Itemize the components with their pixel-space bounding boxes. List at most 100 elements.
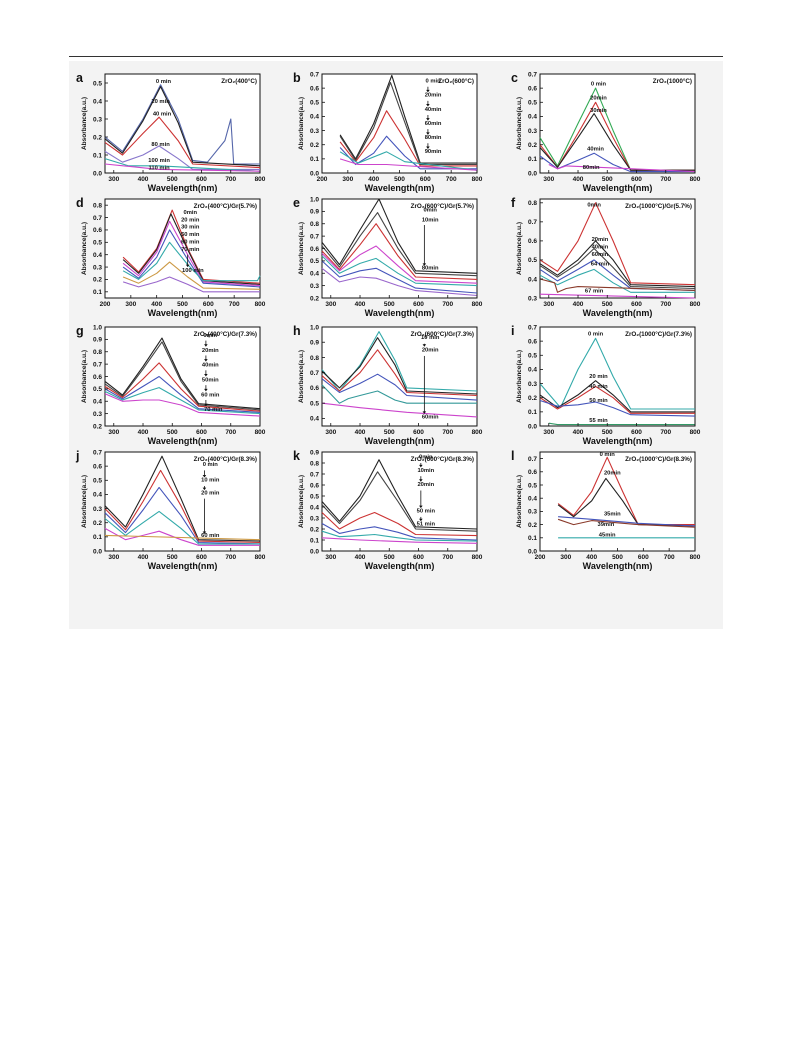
y-tick-label: 0.5 xyxy=(93,80,102,87)
arrow-head xyxy=(426,104,430,107)
y-axis-title: Absorbance(a.u.) xyxy=(516,97,523,150)
time-annotation: 40min xyxy=(202,363,219,369)
time-annotation: 30min xyxy=(590,108,607,114)
y-axis-title: Absorbance(a.u.) xyxy=(81,475,88,528)
series-line-7 xyxy=(539,293,696,299)
time-annotation: 100 min xyxy=(182,268,204,274)
chart-panel-c: 300 400 500 600 700 800 0.0 0.1 0.2 0.3 0.4 0.5 0.6 0… xyxy=(511,71,701,193)
y-tick-label: 0.2 xyxy=(528,522,537,529)
chart-title: ZrO₂(600°C)/Gr(8.3%) xyxy=(411,455,474,463)
y-axis-title: Absorbance(a.u.) xyxy=(81,350,88,403)
series-line-3 xyxy=(321,511,478,537)
y-tick-label: 0.4 xyxy=(310,416,319,423)
time-annotation: 100 min xyxy=(148,158,170,164)
time-annotation: 35min xyxy=(604,511,621,517)
series-line-6 xyxy=(104,163,261,172)
arrow-head xyxy=(422,411,427,414)
time-annotation: 60min xyxy=(425,121,442,127)
plot-area xyxy=(539,198,696,299)
y-tick-label: 0.7 xyxy=(528,324,537,331)
time-annotation: 60 min xyxy=(181,240,200,246)
x-tick-label: 700 xyxy=(225,176,236,183)
x-tick-label: 300 xyxy=(560,554,571,561)
series-line-4 xyxy=(104,510,260,545)
time-annotation: 40 min xyxy=(589,384,608,390)
y-tick-label: 0.6 xyxy=(93,374,102,381)
y-tick-label: 0.3 xyxy=(310,283,319,290)
x-axis-title: Wavelength(nm) xyxy=(365,308,435,318)
time-annotation: 0 min xyxy=(588,331,604,337)
x-tick-label: 600 xyxy=(196,176,207,183)
time-annotation: 80min xyxy=(583,165,600,171)
time-annotation: 0min xyxy=(419,455,433,461)
series-line-2 xyxy=(104,469,261,544)
time-annotation: 20 min xyxy=(181,217,200,223)
time-annotation: 20 min xyxy=(201,490,220,496)
time-annotation: 40min xyxy=(587,146,604,152)
series-line-6 xyxy=(321,402,478,418)
panel-letter: d xyxy=(76,196,84,210)
x-axis-title: Wavelength(nm) xyxy=(148,308,218,318)
plot-area xyxy=(321,451,478,552)
time-annotation: 90min xyxy=(425,149,442,155)
chart-title: ZrO₂(400°C)/Gr(7.3%) xyxy=(194,330,257,338)
time-annotation: 40 min xyxy=(153,111,172,117)
series-line-3 xyxy=(539,385,695,414)
chart-panel-d: 200 300 400 500 600 700 800 0.1 0.2 0.3 0.4 0.5 0.6 0… xyxy=(76,196,266,318)
y-tick-label: 0.6 xyxy=(528,85,537,92)
series-line-5 xyxy=(548,164,696,173)
series-line-4 xyxy=(321,245,478,284)
series-line-7 xyxy=(321,267,478,297)
y-tick-label: 0.7 xyxy=(93,361,102,368)
x-tick-label: 600 xyxy=(196,554,207,561)
series-line-1 xyxy=(321,198,478,274)
series-line-2 xyxy=(321,471,478,532)
series-line-3 xyxy=(104,486,261,545)
time-annotation: 50 min xyxy=(589,398,608,404)
series-line-1 xyxy=(321,459,478,530)
y-tick-label: 0.5 xyxy=(93,240,102,247)
x-tick-label: 400 xyxy=(151,301,162,308)
y-tick-label: 0.3 xyxy=(310,515,319,522)
time-annotation: 80 min xyxy=(151,142,170,148)
y-tick-label: 0.1 xyxy=(310,537,319,544)
y-tick-label: 0.9 xyxy=(310,449,319,456)
x-tick-label: 200 xyxy=(100,301,111,308)
y-tick-label: 0.3 xyxy=(528,295,537,302)
panel-letter: g xyxy=(76,324,84,338)
series-line-1 xyxy=(104,455,261,542)
x-tick-label: 600 xyxy=(203,301,214,308)
x-tick-label: 400 xyxy=(368,176,379,183)
series-line-5 xyxy=(548,422,695,426)
y-tick-label: 0.9 xyxy=(93,337,102,344)
time-annotation: 10min xyxy=(422,217,439,223)
y-tick-label: 0.2 xyxy=(93,134,102,141)
time-annotation: 0 min xyxy=(156,79,172,85)
time-annotation: 0 min xyxy=(426,78,442,84)
series-line-3 xyxy=(558,516,696,527)
time-annotation: 55 min xyxy=(589,418,608,424)
y-tick-label: 0.5 xyxy=(528,353,537,360)
x-tick-label: 800 xyxy=(472,176,483,183)
time-annotation: 10 min xyxy=(201,478,220,484)
y-tick-label: 0.7 xyxy=(528,71,537,78)
y-tick-label: 0.5 xyxy=(310,100,319,107)
series-line-4 xyxy=(104,145,260,170)
x-tick-label: 500 xyxy=(612,554,623,561)
y-tick-label: 0.6 xyxy=(528,238,537,245)
x-tick-label: 800 xyxy=(255,554,266,561)
time-annotation: 0min xyxy=(587,203,601,209)
time-annotation: 20min xyxy=(590,95,607,101)
y-tick-label: 0.6 xyxy=(310,85,319,92)
x-tick-label: 400 xyxy=(573,176,584,183)
plot-area xyxy=(321,198,478,299)
x-tick-label: 300 xyxy=(325,554,336,561)
series-line-7 xyxy=(122,276,260,293)
time-annotation: 20min xyxy=(422,347,439,353)
x-tick-label: 600 xyxy=(196,429,207,436)
time-annotation: 70 min xyxy=(204,407,223,413)
series-line-3 xyxy=(321,349,478,397)
series-line-5 xyxy=(104,527,260,546)
series-group xyxy=(321,198,478,297)
y-tick-label: 0.7 xyxy=(310,370,319,377)
